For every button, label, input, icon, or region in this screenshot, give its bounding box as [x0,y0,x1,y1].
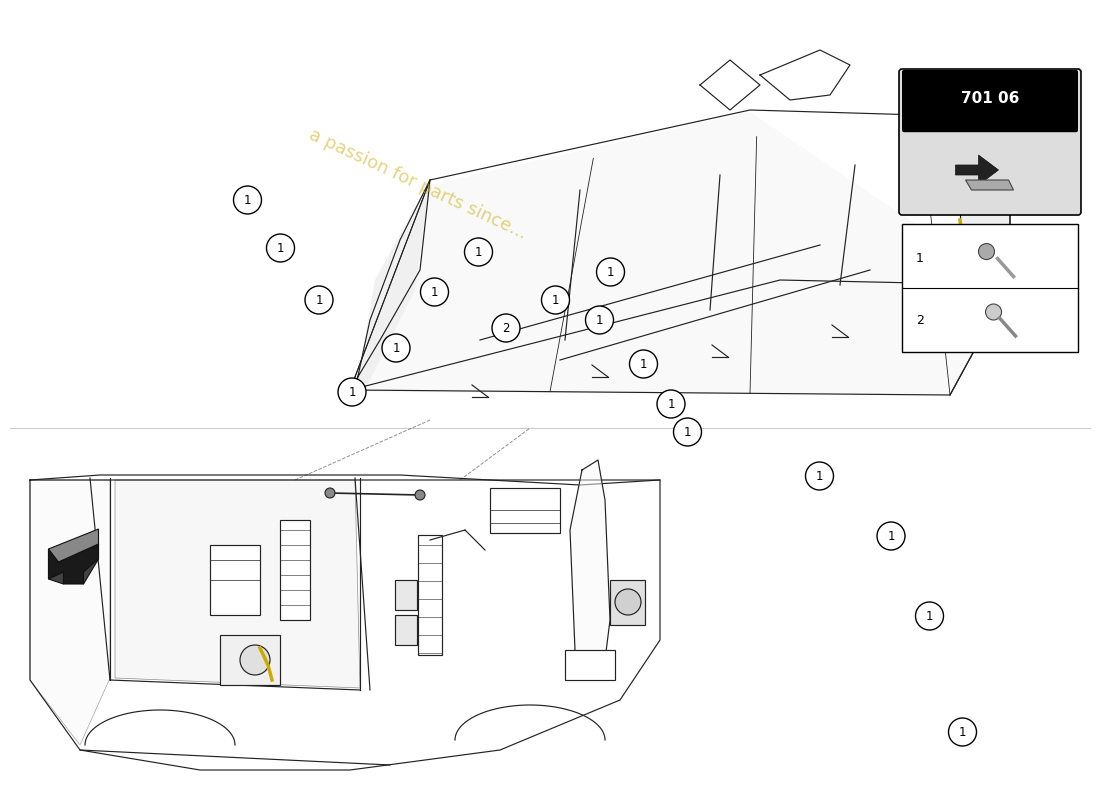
Polygon shape [48,544,99,584]
Circle shape [420,278,449,306]
Text: 2: 2 [503,322,509,334]
Text: 1: 1 [916,252,924,265]
Circle shape [986,304,1001,320]
Text: 1: 1 [475,246,482,258]
Circle shape [915,602,944,630]
FancyBboxPatch shape [280,520,310,620]
FancyBboxPatch shape [565,650,615,680]
Text: 1: 1 [959,726,966,738]
FancyBboxPatch shape [902,70,1078,132]
Text: 1: 1 [431,286,438,298]
FancyBboxPatch shape [418,535,442,655]
Circle shape [805,462,834,490]
Circle shape [585,306,614,334]
Circle shape [629,350,658,378]
Polygon shape [570,460,611,670]
Text: 1: 1 [684,426,691,438]
Circle shape [979,243,994,259]
Circle shape [382,334,410,362]
Text: 2: 2 [916,314,924,326]
Circle shape [657,390,685,418]
Text: 701 06: 701 06 [960,91,1020,106]
Polygon shape [960,200,1010,285]
Text: 1: 1 [596,314,603,326]
Circle shape [464,238,493,266]
Text: 1: 1 [888,530,894,542]
FancyBboxPatch shape [899,69,1081,215]
Circle shape [615,589,641,615]
Polygon shape [355,180,430,395]
Circle shape [324,488,336,498]
Text: 1: 1 [552,294,559,306]
Circle shape [415,490,425,500]
Circle shape [596,258,625,286]
Circle shape [338,378,366,406]
Circle shape [305,286,333,314]
Circle shape [541,286,570,314]
FancyBboxPatch shape [490,488,560,533]
FancyBboxPatch shape [902,72,1078,126]
Circle shape [266,234,295,262]
Text: 1: 1 [816,470,823,482]
Circle shape [673,418,702,446]
Text: a passion for parts since...: a passion for parts since... [306,126,530,242]
FancyBboxPatch shape [610,580,645,625]
FancyBboxPatch shape [902,224,1078,352]
Text: 1: 1 [640,358,647,370]
Text: 1: 1 [277,242,284,254]
FancyBboxPatch shape [210,545,260,615]
Polygon shape [48,529,99,562]
FancyBboxPatch shape [395,580,417,610]
Text: 1: 1 [668,398,674,410]
Text: 1: 1 [926,610,933,622]
Circle shape [240,645,270,675]
Polygon shape [48,544,99,584]
Circle shape [877,522,905,550]
Text: 1: 1 [349,386,355,398]
Polygon shape [30,480,110,745]
Circle shape [233,186,262,214]
Text: 1: 1 [244,194,251,206]
Polygon shape [966,180,1013,190]
FancyBboxPatch shape [395,615,417,645]
Text: 1: 1 [393,342,399,354]
Polygon shape [116,480,360,688]
Polygon shape [956,155,999,185]
Text: 1: 1 [316,294,322,306]
Text: 1: 1 [607,266,614,278]
Circle shape [492,314,520,342]
Circle shape [948,718,977,746]
FancyBboxPatch shape [220,635,280,685]
Polygon shape [350,112,1010,395]
